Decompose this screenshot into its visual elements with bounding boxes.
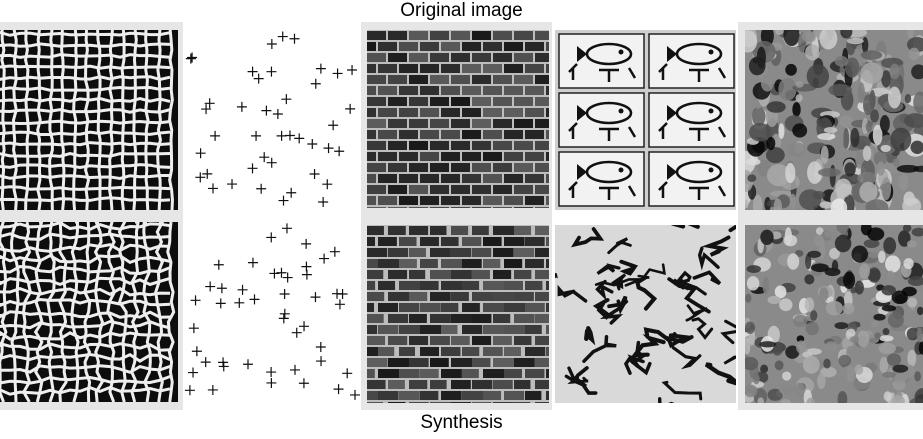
mesh-synthesis-image	[0, 222, 178, 402]
fish-synthesis-image	[555, 225, 736, 403]
crosses-synthesis-image	[183, 222, 361, 402]
brick-synthesis-image	[367, 225, 549, 403]
brick-original-image	[367, 30, 549, 208]
mesh-original-image	[0, 30, 178, 210]
crosses-original-image	[183, 30, 361, 210]
crowd-original-image	[745, 30, 923, 210]
fish-original-image	[555, 30, 736, 210]
crowd-synthesis-image	[745, 225, 923, 403]
synthesis-label: Synthesis	[420, 412, 503, 433]
original-image-label: Original image	[400, 0, 523, 21]
